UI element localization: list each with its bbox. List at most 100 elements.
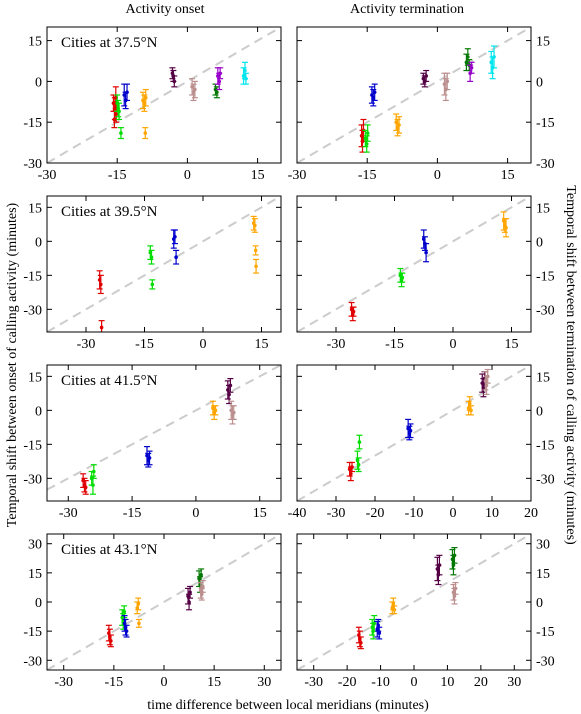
x-tick-label: 10 <box>440 675 454 690</box>
series-6 <box>441 72 451 102</box>
data-point <box>359 641 363 645</box>
series-6 <box>189 78 198 102</box>
data-point <box>199 592 204 597</box>
series-8 <box>467 61 475 83</box>
series-2 <box>397 267 406 288</box>
data-point <box>424 250 428 255</box>
series-1 <box>80 473 89 495</box>
data-point <box>143 95 148 100</box>
y-tick-label: -30 <box>23 157 42 172</box>
panel-4: -30 -15 0 15 -30 -15 0 15 <box>296 195 555 352</box>
panel-2: -30 -15 0 15 -30 -15 0 15 <box>288 26 555 183</box>
data-point <box>147 456 152 460</box>
plot-area <box>47 365 281 495</box>
series-3 <box>170 229 180 265</box>
series-7 <box>450 581 459 605</box>
series-4 <box>250 215 260 274</box>
x-tick-label: 30 <box>507 675 521 690</box>
y-tick-label-right: 30 <box>536 538 550 553</box>
plot-area <box>47 534 281 670</box>
data-point <box>481 385 486 390</box>
panel-1: -30 -15 0 15 -30 -15 0 15 Cities at 37.5°N <box>23 26 282 183</box>
x-tick-label: -30 <box>54 675 73 690</box>
y-axis-label-left: Temporal shift between onset of calling … <box>5 202 20 527</box>
y-tick-label-right: -15 <box>536 625 555 640</box>
y-tick-label: -15 <box>23 269 42 284</box>
x-tick-label: -10 <box>371 675 390 690</box>
y-tick-label-right: -15 <box>536 269 555 284</box>
series-4 <box>134 597 142 628</box>
panel-8: -30 -20 -10 0 10 20 30 -30 -15 0 15 30 <box>296 533 555 690</box>
series-1 <box>348 301 357 322</box>
y-tick-label-right: -15 <box>536 438 555 453</box>
y-axis-label-right: Temporal shift between termination of ca… <box>563 185 578 545</box>
x-tick-label: 15 <box>505 337 519 352</box>
series-2 <box>88 464 97 495</box>
x-tick-label: 0 <box>450 337 457 352</box>
column-title-onset: Activity onset <box>126 2 205 17</box>
data-point <box>504 225 508 230</box>
data-point <box>485 374 490 379</box>
data-point <box>244 76 248 81</box>
x-tick-label: -30 <box>288 168 307 183</box>
plot-area <box>297 534 531 670</box>
data-point <box>143 131 148 135</box>
x-tick-label: -30 <box>304 675 323 690</box>
series-2 <box>114 94 124 140</box>
x-tick-label: -15 <box>123 506 142 521</box>
data-point <box>218 71 222 76</box>
series-5 <box>420 69 430 88</box>
x-tick-label: 20 <box>474 675 488 690</box>
data-point <box>193 87 197 92</box>
series-3 <box>121 614 130 638</box>
data-point <box>349 472 353 476</box>
plot-area <box>47 27 281 163</box>
data-point <box>172 79 177 84</box>
panel-3: -30 -15 0 15 -30 -15 0 15 Cities at 39.5°N <box>23 195 282 352</box>
data-point <box>231 410 236 415</box>
data-point <box>377 631 382 635</box>
data-point <box>469 408 473 413</box>
diagonal-reference-line <box>47 27 281 163</box>
data-point <box>424 74 428 78</box>
y-tick-label: 15 <box>28 35 42 50</box>
series-3 <box>374 618 383 640</box>
series-9 <box>488 45 498 80</box>
data-point <box>397 123 401 127</box>
series-1 <box>358 118 367 153</box>
series-1 <box>110 86 120 129</box>
data-point <box>137 621 141 626</box>
diagonal-reference-line <box>297 365 531 501</box>
y-tick-label: 30 <box>28 538 42 553</box>
data-point <box>117 109 121 114</box>
data-point <box>350 465 354 469</box>
panel-7: -30 -15 0 15 30 -30 -15 0 15 30 Cities at 43.1°N <box>23 533 282 690</box>
y-tick-label-right: -30 <box>536 654 555 669</box>
x-tick-label: -15 <box>105 675 124 690</box>
series-3 <box>368 83 378 107</box>
y-tick-label: -15 <box>23 625 42 640</box>
x-tick-label: -15 <box>108 168 127 183</box>
plot-area <box>297 196 531 332</box>
data-point <box>484 383 489 388</box>
data-point <box>199 573 203 577</box>
data-point <box>253 223 257 228</box>
x-tick-label: -15 <box>358 168 377 183</box>
data-point <box>408 428 413 433</box>
y-tick-label-right: 15 <box>536 370 550 385</box>
x-tick-label: -30 <box>327 337 346 352</box>
y-tick-label-right: 0 <box>536 404 543 419</box>
x-tick-label: 15 <box>255 337 269 352</box>
data-point <box>453 586 458 591</box>
data-point <box>372 90 377 95</box>
y-tick-label-right: 0 <box>536 75 543 90</box>
series-4 <box>389 597 398 615</box>
data-point <box>356 462 361 467</box>
x-axis-label: time difference between local meridians … <box>147 698 429 713</box>
panel-6: -40 -30 -20 -10 0 10 20 -30 -15 0 15 <box>288 364 555 521</box>
series-3 <box>420 229 430 263</box>
x-tick-label: -15 <box>385 337 404 352</box>
panel-frame <box>46 195 282 333</box>
y-tick-label-right: -30 <box>536 157 555 172</box>
